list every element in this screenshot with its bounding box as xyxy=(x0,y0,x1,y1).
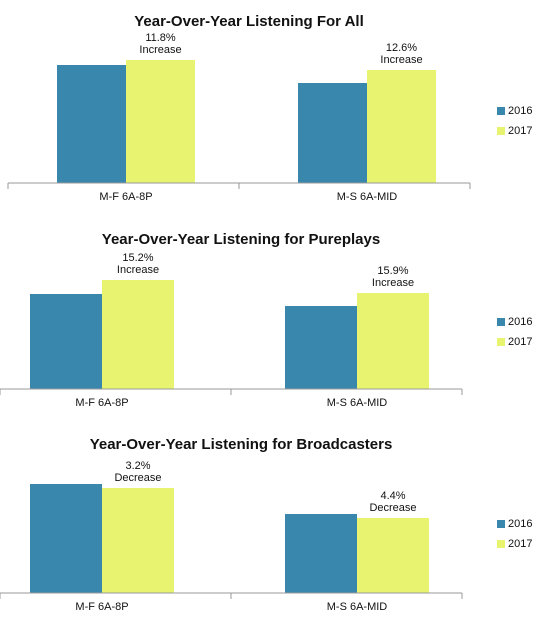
legend-swatch xyxy=(497,540,505,548)
annotation: 11.8% xyxy=(145,32,176,44)
bar xyxy=(102,488,174,593)
bar xyxy=(357,293,429,389)
x-tick-label: M-S 6A-MID xyxy=(327,601,388,613)
legend-label: 2016 xyxy=(508,518,532,530)
legend-label: 2017 xyxy=(508,538,532,550)
x-tick-label: M-S 6A-MID xyxy=(327,397,388,409)
x-tick-label: M-F 6A-8P xyxy=(75,397,128,409)
legend-label: 2017 xyxy=(508,336,532,348)
legend-label: 2017 xyxy=(508,125,532,137)
chart-title: Year-Over-Year Listening For All xyxy=(134,13,364,30)
annotation: Decrease xyxy=(369,502,416,514)
annotation: Increase xyxy=(117,264,159,276)
x-tick-label: M-F 6A-8P xyxy=(99,191,152,203)
bar xyxy=(102,280,174,389)
bar xyxy=(285,306,357,389)
bar xyxy=(298,83,367,183)
x-tick-label: M-F 6A-8P xyxy=(75,601,128,613)
legend-swatch xyxy=(497,318,505,326)
bar xyxy=(126,60,195,183)
annotation: Increase xyxy=(372,277,414,289)
annotation: 15.9% xyxy=(377,265,408,277)
bar xyxy=(285,514,357,593)
chart-title: Year-Over-Year Listening for Pureplays xyxy=(102,231,380,248)
legend-swatch xyxy=(497,338,505,346)
annotation: Decrease xyxy=(114,472,161,484)
chart-title: Year-Over-Year Listening for Broadcaster… xyxy=(90,436,393,453)
annotation: Increase xyxy=(380,54,422,66)
legend-label: 2016 xyxy=(508,316,532,328)
annotation: 15.2% xyxy=(122,252,153,264)
bar xyxy=(357,518,429,593)
legend-swatch xyxy=(497,127,505,135)
annotation: Increase xyxy=(139,44,181,56)
annotation: 4.4% xyxy=(380,490,405,502)
bar xyxy=(30,484,102,593)
annotation: 3.2% xyxy=(125,460,150,472)
legend-swatch xyxy=(497,107,505,115)
bar xyxy=(30,294,102,389)
bar xyxy=(367,70,436,183)
legend-swatch xyxy=(497,520,505,528)
bar xyxy=(57,65,126,183)
legend-label: 2016 xyxy=(508,105,532,117)
x-tick-label: M-S 6A-MID xyxy=(337,191,398,203)
annotation: 12.6% xyxy=(386,42,417,54)
